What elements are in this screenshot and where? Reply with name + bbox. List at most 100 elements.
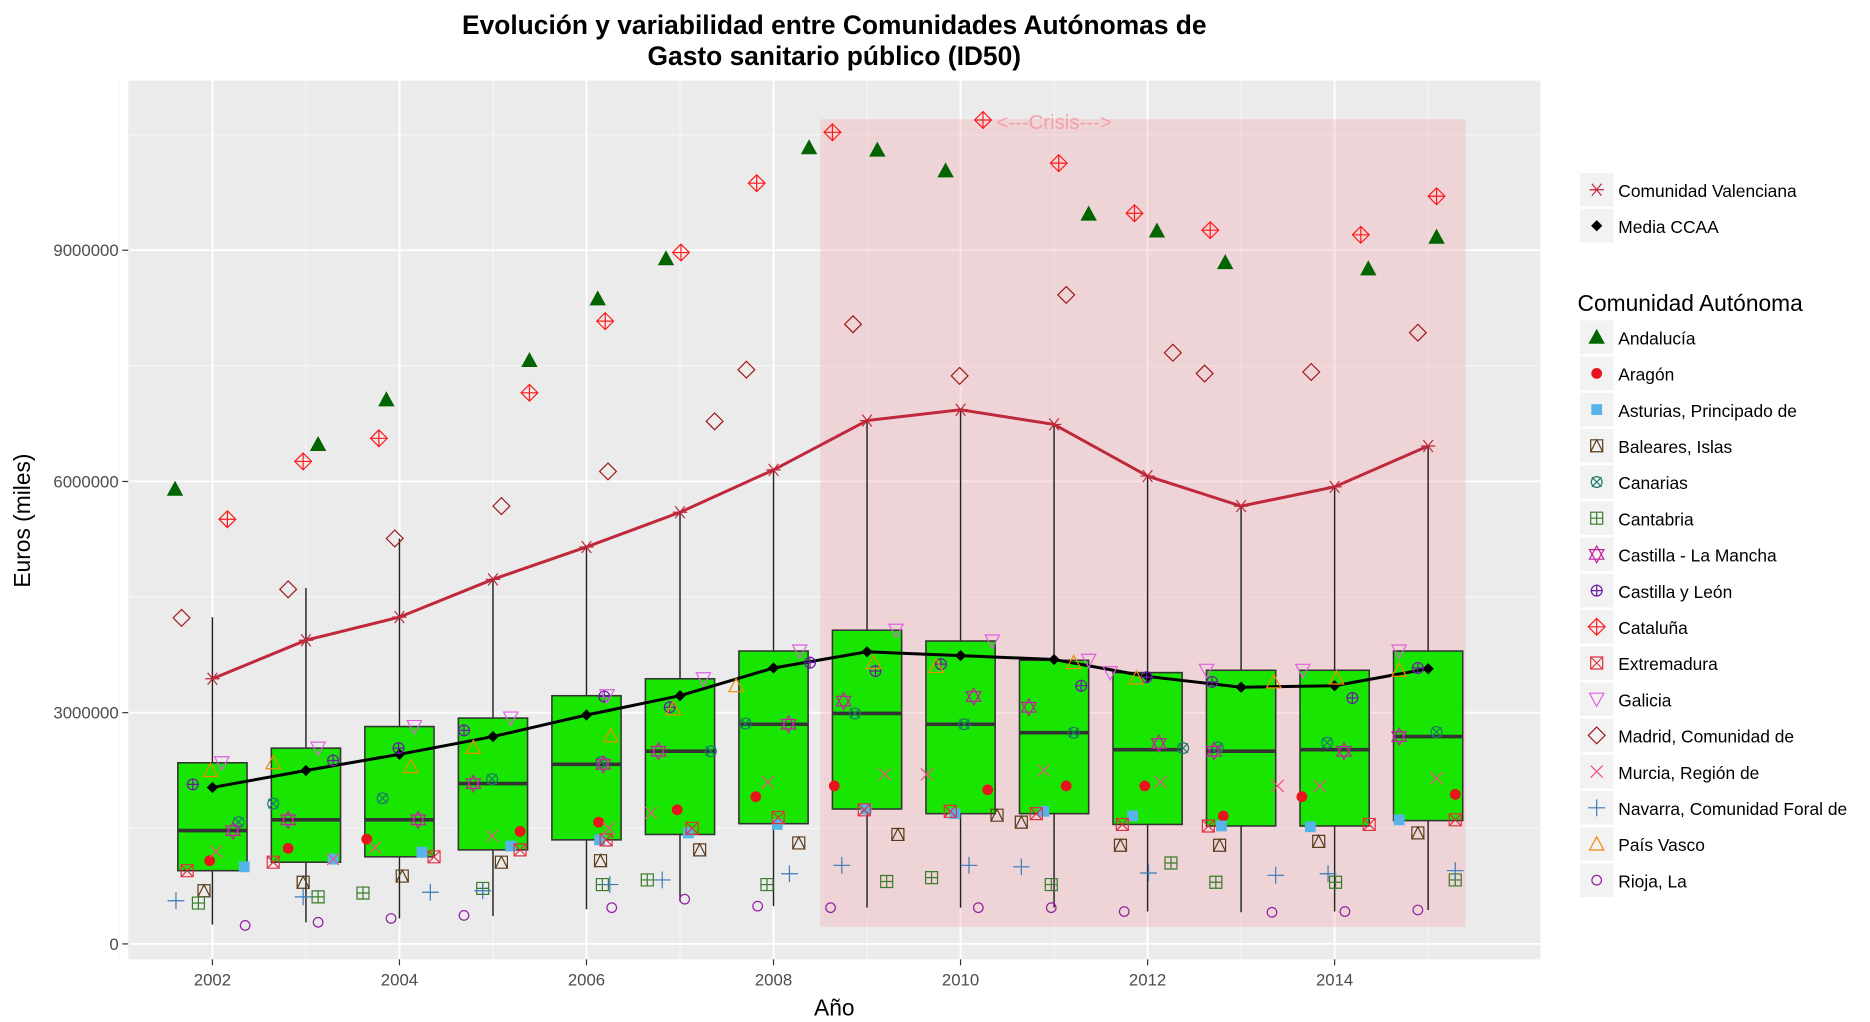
point-extremadura: [685, 821, 699, 835]
x-tick-label: 2012: [1129, 971, 1166, 990]
point-pa-s-vasco: [202, 762, 219, 778]
mean-point: [300, 764, 312, 777]
point-galicia: [1294, 663, 1312, 679]
point-galicia: [502, 711, 519, 727]
point-madrid-comunidad-de: [1056, 285, 1076, 305]
point-castilla-la-mancha: [1205, 741, 1223, 761]
legend-item-icon: [1588, 544, 1605, 565]
valenciana-point: [298, 633, 314, 647]
point-navarra-comunidad-foral-de: [421, 883, 439, 901]
legend-item: Aragón: [1618, 365, 1674, 385]
point-asturias-principado-de: [1038, 805, 1050, 817]
legend-item: Castilla - La Mancha: [1618, 546, 1777, 566]
point-castilla-y-le-n: [186, 778, 199, 791]
point-andaluc-a: [1080, 205, 1097, 221]
point-catalu-a: [747, 173, 766, 193]
valenciana-point: [392, 610, 407, 624]
legend-item-icon: [1590, 475, 1603, 488]
legend-key: [1579, 429, 1614, 463]
legend-item-icon: [1590, 584, 1603, 597]
point-castilla-la-mancha: [965, 686, 982, 707]
point-baleares-islas: [593, 853, 608, 868]
point-cantabria: [1328, 875, 1343, 889]
mean-line: [212, 650, 1429, 789]
point-andaluc-a: [166, 480, 184, 496]
point-arag-n: [1217, 810, 1229, 822]
point-castilla-y-le-n: [457, 724, 470, 737]
legend-item-icon: [1591, 404, 1603, 415]
point-rioja-la: [606, 902, 618, 914]
point-castilla-y-le-n: [869, 665, 882, 678]
legend-item-icon: [1589, 438, 1604, 453]
point-castilla-la-mancha: [224, 820, 242, 841]
point-canarias: [705, 745, 717, 757]
valenciana-point: [205, 672, 220, 686]
point-catalu-a: [218, 509, 237, 529]
point-navarra-comunidad-foral-de: [1446, 862, 1464, 880]
point-cantabria: [191, 896, 205, 910]
y-tick-label: 0: [109, 935, 118, 954]
legend-item-icon: [1591, 476, 1602, 488]
point-castilla-la-mancha: [1390, 726, 1408, 747]
point-cantabria: [311, 890, 325, 904]
point-canarias: [848, 707, 861, 720]
box: [738, 650, 809, 825]
point-baleares-islas: [1410, 825, 1425, 840]
point-arag-n: [671, 804, 683, 816]
point-catalu-a: [369, 429, 389, 448]
point-pa-s-vasco: [865, 654, 882, 670]
point-castilla-y-le-n: [327, 754, 340, 767]
point-extremadura: [1362, 817, 1376, 832]
point-castilla-y-le-n: [1206, 675, 1219, 688]
legend-title: Comunidad Autónoma: [1578, 290, 1804, 316]
point-canarias: [1177, 742, 1190, 755]
point-cantabria: [880, 874, 894, 889]
point-navarra-comunidad-foral-de: [1012, 858, 1030, 876]
point-murcia-regi-n-de: [1430, 771, 1443, 785]
point-madrid-comunidad-de: [598, 462, 618, 481]
valenciana-point: [1233, 499, 1249, 513]
legend-item-icon: [1587, 726, 1606, 745]
point-arag-n: [1296, 791, 1308, 803]
point-baleares-islas: [395, 868, 410, 883]
point-galicia: [887, 623, 905, 639]
point-murcia-regi-n-de: [1037, 764, 1051, 777]
point-canarias: [958, 718, 971, 731]
point-castilla-y-le-n: [392, 742, 405, 755]
point-catalu-a: [595, 311, 615, 331]
point-canarias: [376, 792, 389, 805]
point-castilla-la-mancha: [780, 714, 797, 734]
point-asturias-principado-de: [1393, 814, 1405, 826]
point-baleares-islas: [990, 807, 1004, 822]
point-andaluc-a: [1360, 260, 1377, 276]
legend-item-icon: [1588, 799, 1606, 817]
point-madrid-comunidad-de: [843, 314, 863, 334]
point-galicia: [1198, 663, 1215, 679]
point-andaluc-a: [1217, 254, 1234, 270]
crisis-label: <---Crisis--->: [996, 112, 1111, 134]
point-murcia-regi-n-de: [602, 821, 616, 835]
point-canarias: [1321, 736, 1334, 749]
valenciana-point: [672, 505, 688, 519]
point-canarias: [1321, 737, 1333, 748]
point-pa-s-vasco: [1390, 661, 1408, 677]
point-rioja-la: [752, 900, 764, 912]
point-cantabria: [640, 873, 654, 887]
point-navarra-comunidad-foral-de: [833, 856, 851, 874]
legend-item: Madrid, Comunidad de: [1618, 727, 1794, 747]
point-navarra-comunidad-foral-de: [1140, 864, 1157, 882]
point-canarias: [267, 798, 279, 809]
y-tick-label: 3000000: [53, 704, 118, 723]
legend-item: Comunidad Valenciana: [1618, 181, 1797, 201]
point-catalu-a: [1049, 153, 1068, 173]
point-pa-s-vasco: [602, 727, 620, 743]
point-galicia: [598, 689, 616, 705]
point-navarra-comunidad-foral-de: [601, 876, 619, 893]
point-castilla-y-le-n: [1346, 692, 1359, 705]
point-cantabria: [356, 886, 370, 900]
point-extremadura: [771, 810, 785, 825]
point-canarias: [1067, 726, 1080, 739]
community-points: [166, 110, 1464, 931]
legend-item: Andalucía: [1618, 328, 1696, 348]
x-tick-label: 2014: [1316, 971, 1353, 990]
